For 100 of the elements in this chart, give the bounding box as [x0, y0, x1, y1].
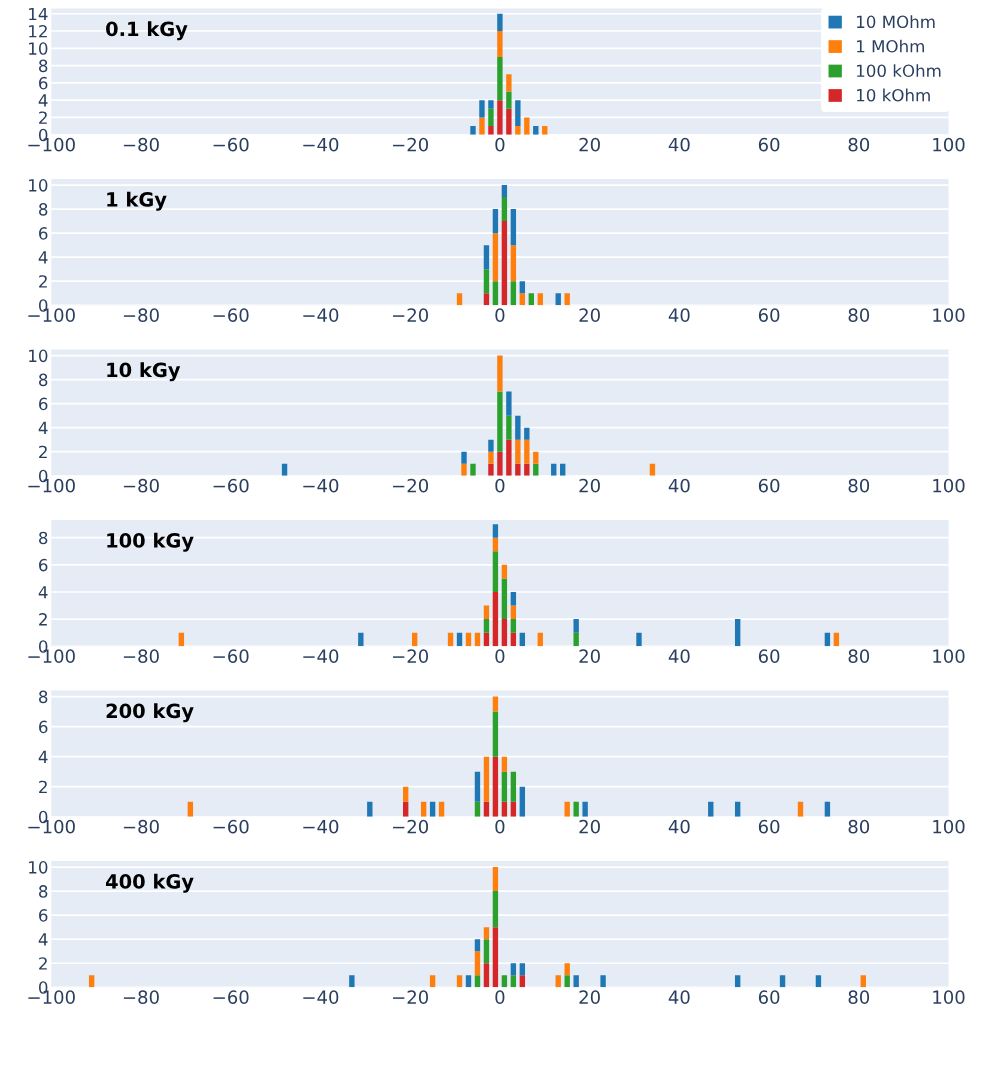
bar: [506, 74, 512, 92]
bar: [636, 632, 642, 647]
legend-label: 10 MOhm: [857, 15, 935, 29]
y-tick-label: 2: [39, 780, 47, 794]
bar: [483, 939, 490, 964]
bar: [492, 867, 499, 892]
x-tick-label: 100: [933, 819, 965, 834]
bar: [497, 100, 503, 135]
bar: [497, 56, 503, 101]
bar: [564, 975, 570, 988]
bar: [474, 975, 481, 988]
bar: [510, 281, 517, 306]
bar: [492, 696, 499, 712]
bar: [492, 233, 499, 282]
x-tick-label: 80: [848, 137, 870, 152]
bar: [492, 591, 499, 647]
y-tick-label: 6: [39, 720, 48, 734]
bar: [555, 293, 561, 306]
bar: [479, 117, 485, 135]
y-tick-label: 12: [29, 24, 47, 38]
bar: [488, 463, 494, 476]
bar: [497, 451, 503, 476]
bar: [815, 975, 822, 988]
bar: [573, 619, 579, 633]
bar: [582, 801, 588, 817]
x-tick-label: 20: [579, 819, 600, 834]
y-tick-label: 2: [39, 275, 47, 288]
bar: [524, 463, 530, 476]
bar: [573, 632, 579, 647]
x-tick-label: −40: [303, 137, 339, 152]
annotation: 10 kGy: [107, 362, 181, 382]
y-tick-label: 10: [29, 42, 48, 55]
bar: [483, 245, 490, 270]
x-tick-label: 0: [495, 308, 505, 322]
bar: [501, 185, 508, 198]
annotation: 1 kGy: [107, 191, 167, 211]
bar: [779, 975, 786, 988]
legend-label: 1 MOhm: [857, 39, 924, 53]
x-tick-label: −80: [123, 649, 159, 663]
annotation: 100 kGy: [107, 532, 194, 552]
y-tick-label: 6: [39, 227, 48, 240]
bar: [528, 293, 534, 306]
bar: [483, 963, 490, 988]
x-tick-label: 0: [495, 649, 505, 663]
bar: [510, 209, 517, 246]
bar: [510, 619, 517, 633]
bar: [734, 619, 741, 647]
bar: [501, 221, 508, 306]
bar: [492, 281, 499, 306]
bar: [479, 100, 485, 118]
x-tick-label: −40: [303, 478, 339, 493]
x-tick-label: 60: [758, 819, 780, 834]
x-tick-label: 60: [758, 990, 780, 1005]
bar: [600, 975, 606, 988]
bar: [510, 591, 517, 606]
x-tick-label: 60: [758, 478, 780, 493]
bar: [497, 391, 503, 452]
y-tick-label: 2: [39, 111, 47, 124]
x-tick-label: 80: [848, 649, 870, 663]
x-tick-label: 80: [848, 478, 870, 493]
x-tick-label: −60: [213, 137, 249, 152]
x-tick-label: −60: [213, 308, 249, 322]
bar: [524, 117, 530, 135]
bar: [488, 451, 494, 464]
annotation: 200 kGy: [106, 703, 194, 723]
bar: [537, 293, 543, 306]
x-tick-label: −20: [393, 649, 429, 663]
bar: [524, 427, 530, 440]
bar: [515, 126, 521, 135]
bar: [506, 415, 512, 440]
x-tick-label: 80: [848, 308, 870, 322]
bar: [506, 108, 512, 135]
x-tick-label: 100: [933, 649, 965, 663]
y-tick-label: 6: [39, 558, 48, 572]
bar: [497, 31, 503, 57]
bar: [483, 269, 490, 294]
y-tick-label: 4: [38, 94, 48, 107]
bar: [483, 927, 490, 940]
y-tick-label: 6: [39, 909, 48, 922]
y-tick-label: 8: [39, 690, 48, 704]
annotation: 400 kGy: [105, 873, 194, 893]
bar: [429, 975, 436, 988]
y-tick-label: 14: [29, 7, 48, 21]
legend-label: 10 kOhm: [857, 88, 930, 102]
bar: [488, 439, 494, 452]
bar: [506, 439, 512, 476]
bar: [501, 975, 508, 988]
bar: [470, 126, 476, 135]
x-tick-label: 40: [668, 478, 690, 493]
bar: [564, 963, 570, 976]
y-tick-label: 8: [39, 531, 48, 545]
y-tick-label: 8: [39, 59, 48, 73]
y-tick-label: 2: [39, 613, 47, 626]
bar: [456, 293, 463, 306]
bar: [555, 975, 561, 988]
y-tick-label: 6: [39, 76, 48, 90]
bar: [88, 975, 95, 988]
x-tick-label: −20: [393, 819, 429, 834]
x-tick-label: 20: [579, 137, 600, 152]
bar: [488, 126, 494, 135]
